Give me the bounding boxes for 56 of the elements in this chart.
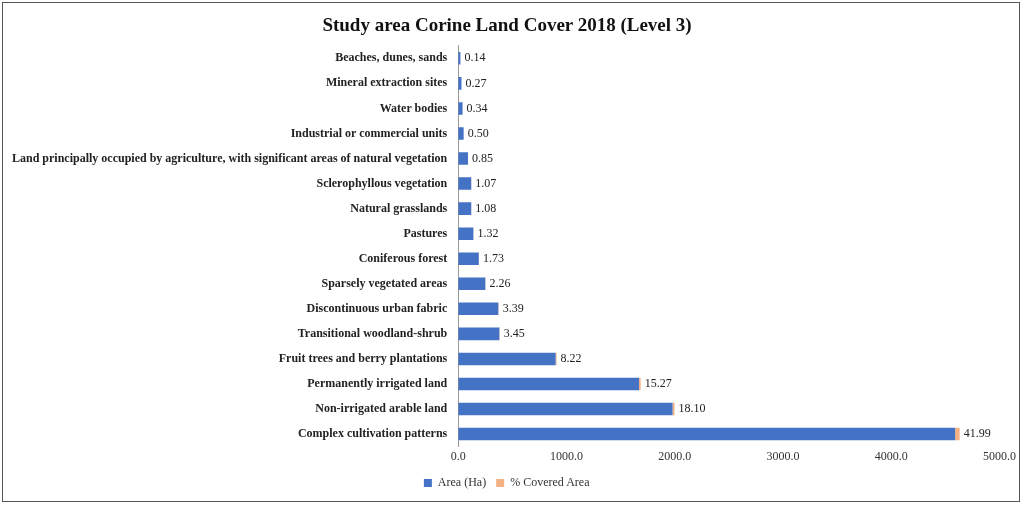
data-label: 0.34 (466, 100, 488, 115)
bar (458, 402, 673, 416)
y-tick-label: Complex cultivation patterns (297, 426, 448, 441)
data-label: 2.26 (489, 275, 511, 290)
data-label: 0.50 (467, 125, 489, 140)
legend-label: % Covered Area (510, 475, 591, 490)
y-tick-label: Discontinuous urban fabric (306, 300, 448, 315)
data-label: 3.45 (503, 326, 525, 341)
bar (458, 152, 468, 165)
bar (458, 227, 474, 240)
data-label: 41.99 (963, 426, 991, 441)
y-tick-label: Industrial or commercial units (290, 125, 448, 140)
y-tick-label: Non-irrigated arable land (315, 401, 448, 416)
x-tick-label: 5000.0 (983, 448, 1016, 463)
bar (458, 252, 479, 265)
data-label: 0.27 (465, 75, 487, 90)
bar (458, 377, 640, 391)
y-tick-label: Transitional woodland-shrub (297, 325, 448, 340)
data-label: 18.10 (678, 401, 706, 416)
bar (458, 202, 472, 215)
x-tick-label: 2000.0 (658, 448, 692, 463)
x-tick-label: 0.0 (450, 448, 466, 463)
y-tick-label: Natural grasslands (350, 200, 448, 215)
bar (458, 127, 464, 140)
bar (458, 427, 956, 441)
y-tick-label: Water bodies (379, 100, 448, 115)
y-tick-label: Sclerophyllous vegetation (316, 175, 448, 190)
data-label: 15.27 (644, 376, 672, 391)
bar (458, 327, 500, 341)
data-label: 0.85 (472, 150, 494, 165)
data-label: 0.14 (464, 50, 486, 65)
y-tick-label: Sparsely vegetated areas (321, 275, 448, 290)
y-tick-label: Pastures (403, 225, 448, 240)
legend-label: Area (Ha) (437, 475, 487, 490)
data-label: 8.22 (560, 351, 582, 366)
data-label: 1.07 (475, 175, 497, 190)
y-tick-label: Permanently irrigated land (307, 376, 448, 391)
data-label: 3.39 (502, 300, 524, 315)
bar (955, 427, 960, 441)
y-tick-label: Fruit trees and berry plantations (278, 351, 448, 366)
data-label: 1.73 (482, 250, 504, 265)
bar (458, 102, 463, 115)
y-tick-label: Coniferous forest (358, 250, 448, 265)
data-label: 1.08 (475, 200, 497, 215)
x-tick-label: 3000.0 (766, 448, 800, 463)
x-tick-label: 1000.0 (549, 448, 583, 463)
y-tick-label: Beaches, dunes, sands (335, 50, 448, 65)
data-label: 1.32 (477, 225, 499, 240)
bar (458, 177, 472, 190)
bar (458, 302, 499, 316)
bar (458, 352, 556, 366)
chart-title: Study area Corine Land Cover 2018 (Level 3) (322, 14, 692, 37)
bar (458, 277, 486, 291)
y-tick-label: Mineral extraction sites (325, 75, 448, 90)
x-tick-label: 4000.0 (874, 448, 908, 463)
y-tick-label: Land principally occupied by agriculture, with significant areas of natural vegetation (12, 150, 448, 165)
